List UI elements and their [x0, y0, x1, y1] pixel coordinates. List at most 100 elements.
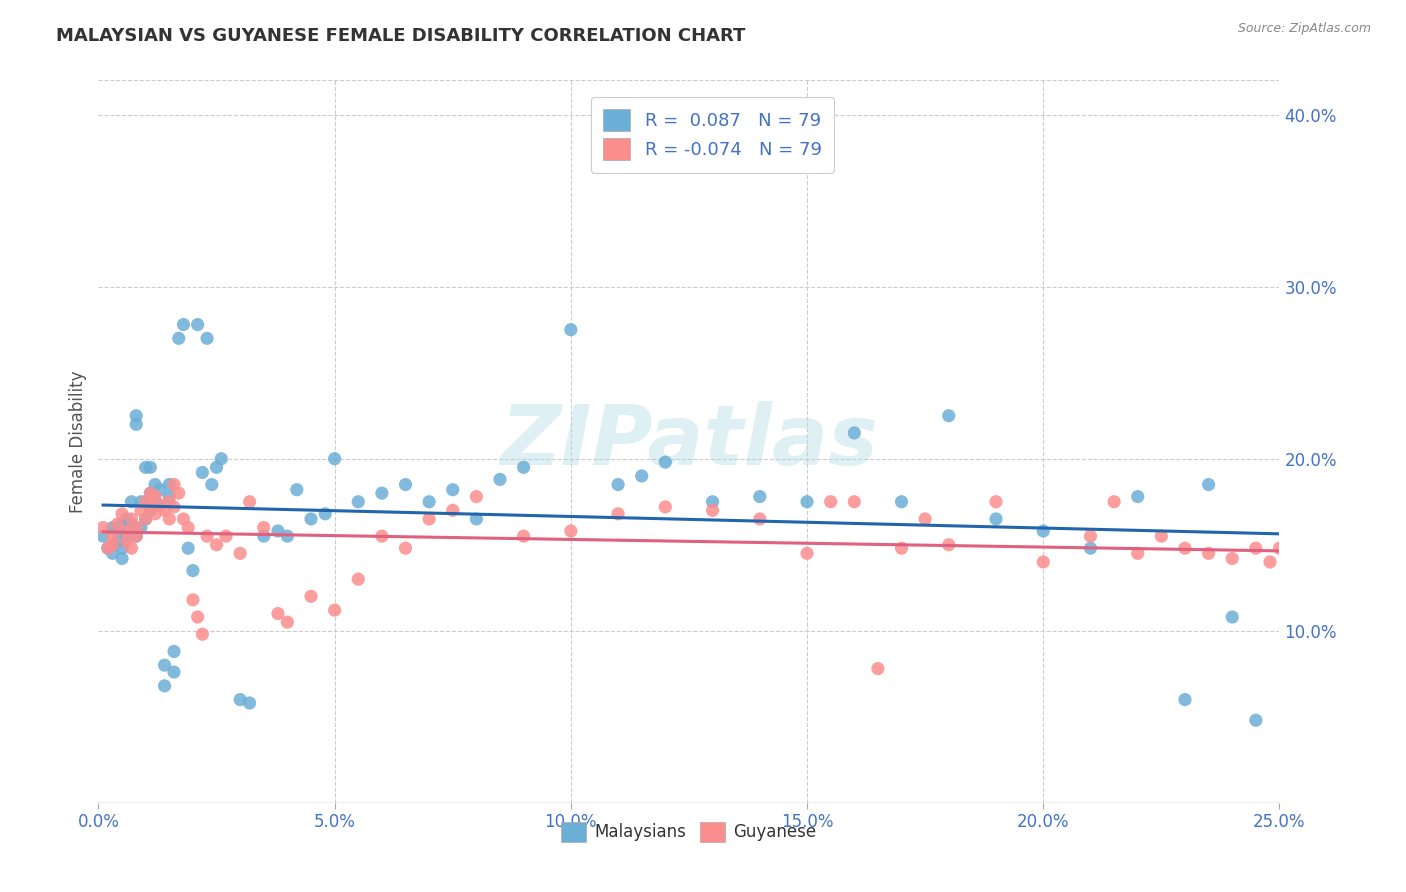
Point — [1244, 541, 1267, 556]
Point — [418, 512, 440, 526]
Point — [276, 615, 298, 630]
Point — [205, 538, 228, 552]
Point — [143, 477, 166, 491]
Point — [135, 460, 157, 475]
Point — [441, 503, 464, 517]
Point — [1316, 555, 1339, 569]
Point — [105, 517, 128, 532]
Point — [938, 538, 960, 552]
Point — [1080, 541, 1102, 556]
Point — [143, 507, 166, 521]
Point — [111, 517, 134, 532]
Point — [149, 498, 172, 512]
Point — [630, 469, 652, 483]
Point — [139, 486, 162, 500]
Point — [229, 546, 252, 560]
Point — [172, 318, 194, 332]
Point — [465, 512, 488, 526]
Point — [129, 503, 152, 517]
Point — [607, 507, 630, 521]
Point — [125, 520, 148, 534]
Point — [105, 524, 128, 538]
Point — [139, 503, 162, 517]
Point — [394, 477, 416, 491]
Point — [1258, 555, 1281, 569]
Point — [143, 490, 166, 504]
Point — [441, 483, 464, 497]
Point — [191, 466, 214, 480]
Point — [1174, 541, 1197, 556]
Point — [215, 529, 238, 543]
Point — [97, 541, 120, 556]
Point — [347, 494, 370, 508]
Point — [1080, 529, 1102, 543]
Point — [239, 494, 262, 508]
Point — [181, 564, 204, 578]
Point — [607, 477, 630, 491]
Point — [796, 546, 818, 560]
Point — [135, 512, 157, 526]
Point — [129, 520, 152, 534]
Point — [111, 551, 134, 566]
Point — [285, 483, 308, 497]
Text: MALAYSIAN VS GUYANESE FEMALE DISABILITY CORRELATION CHART: MALAYSIAN VS GUYANESE FEMALE DISABILITY … — [56, 27, 745, 45]
Point — [371, 529, 394, 543]
Point — [347, 572, 370, 586]
Legend: Malaysians, Guyanese: Malaysians, Guyanese — [555, 815, 823, 848]
Point — [195, 331, 218, 345]
Point — [1268, 541, 1291, 556]
Point — [239, 696, 262, 710]
Point — [135, 494, 157, 508]
Point — [314, 507, 336, 521]
Point — [97, 541, 120, 556]
Point — [115, 524, 138, 538]
Point — [101, 546, 124, 560]
Point — [209, 451, 232, 466]
Point — [394, 541, 416, 556]
Point — [1306, 546, 1329, 560]
Point — [163, 477, 186, 491]
Point — [1278, 546, 1301, 560]
Point — [101, 529, 124, 543]
Point — [115, 529, 138, 543]
Point — [115, 534, 138, 549]
Point — [512, 460, 534, 475]
Point — [938, 409, 960, 423]
Point — [1032, 524, 1054, 538]
Point — [323, 451, 346, 466]
Point — [111, 507, 134, 521]
Point — [560, 524, 582, 538]
Point — [512, 529, 534, 543]
Point — [101, 520, 124, 534]
Point — [153, 503, 176, 517]
Point — [191, 627, 214, 641]
Point — [418, 494, 440, 508]
Text: ZIPatlas: ZIPatlas — [501, 401, 877, 482]
Point — [143, 494, 166, 508]
Point — [796, 494, 818, 508]
Point — [1220, 610, 1243, 624]
Y-axis label: Female Disability: Female Disability — [69, 370, 87, 513]
Point — [1126, 490, 1149, 504]
Point — [229, 692, 252, 706]
Point — [1296, 558, 1319, 573]
Point — [820, 494, 842, 508]
Point — [135, 494, 157, 508]
Point — [157, 477, 180, 491]
Point — [121, 541, 143, 556]
Point — [111, 541, 134, 556]
Point — [167, 331, 190, 345]
Point — [91, 529, 114, 543]
Point — [139, 460, 162, 475]
Point — [153, 658, 176, 673]
Point — [276, 529, 298, 543]
Point — [323, 603, 346, 617]
Point — [371, 486, 394, 500]
Point — [890, 494, 912, 508]
Point — [201, 477, 224, 491]
Point — [748, 512, 770, 526]
Point — [299, 590, 322, 604]
Point — [560, 323, 582, 337]
Point — [1244, 713, 1267, 727]
Point — [149, 483, 172, 497]
